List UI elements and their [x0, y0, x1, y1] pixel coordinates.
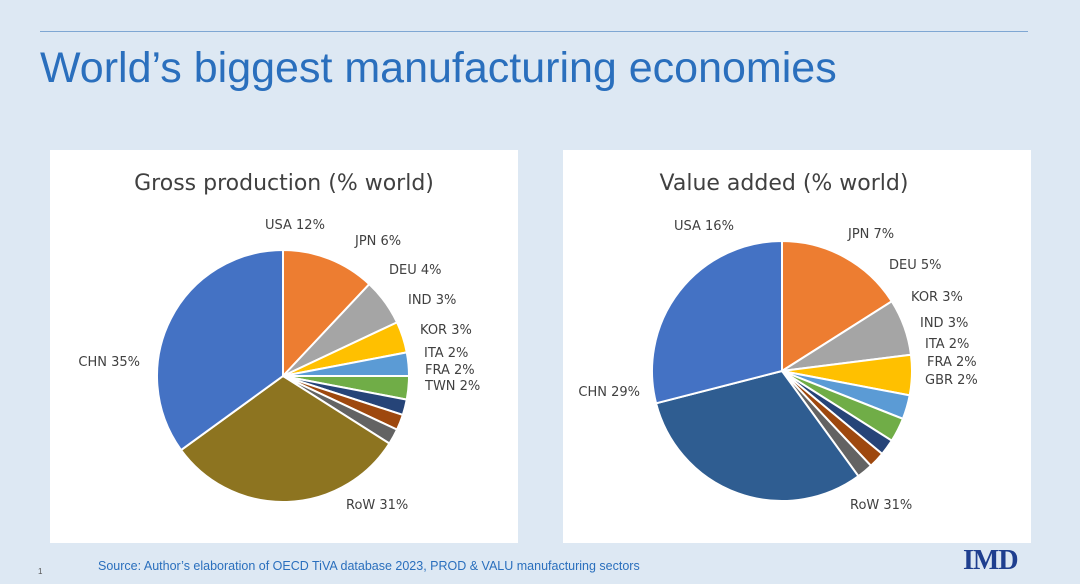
pie-slice-usa	[282, 249, 371, 377]
value-added-panel: Value added (% world) USA 16% JPN 7% DEU 5…	[563, 150, 1031, 543]
slice-label-twn: TWN 2%	[424, 379, 480, 394]
slice-label-usa: USA 16%	[674, 219, 734, 234]
slice-label-jpn: JPN 6%	[354, 234, 401, 249]
pie-slice-row	[180, 375, 391, 503]
pie-slice-chn	[651, 240, 783, 405]
page-number: 1	[38, 567, 43, 576]
slice-label-ind: IND 3%	[920, 316, 968, 331]
slice-label-chn: CHN 29%	[578, 385, 640, 400]
gross-production-panel: Gross production (% world) USA 12% JPN 6%…	[50, 150, 518, 543]
slice-label-row: RoW 31%	[850, 498, 912, 513]
slice-label-deu: DEU 4%	[389, 263, 442, 278]
slice-label-kor: KOR 3%	[420, 323, 472, 338]
pie-slice-chn	[156, 249, 284, 452]
top-rule	[40, 31, 1028, 32]
slice-label-row: RoW 31%	[346, 498, 408, 513]
slide-title: World’s biggest manufacturing economies	[40, 44, 837, 92]
slice-label-kor: KOR 3%	[911, 290, 963, 305]
slice-label-ita: ITA 2%	[925, 337, 969, 352]
slice-label-fra: FRA 2%	[425, 363, 475, 378]
slice-label-deu: DEU 5%	[889, 258, 942, 273]
value-added-pie-chart: Value added (% world) USA 16% JPN 7% DEU 5…	[578, 171, 978, 513]
chart-title: Value added (% world)	[660, 171, 909, 196]
slice-label-chn: CHN 35%	[78, 355, 140, 370]
chart-title: Gross production (% world)	[134, 171, 434, 196]
pie-slice-usa	[781, 240, 893, 372]
slice-label-ita: ITA 2%	[424, 346, 468, 361]
gross-production-pie-chart: Gross production (% world) USA 12% JPN 6%…	[78, 171, 480, 513]
source-note: Source: Author’s elaboration of OECD TiV…	[98, 559, 640, 573]
slice-label-usa: USA 12%	[265, 218, 325, 233]
pie-slice-row	[655, 370, 860, 502]
slice-label-gbr: GBR 2%	[925, 373, 978, 388]
slice-label-fra: FRA 2%	[927, 355, 977, 370]
slice-label-ind: IND 3%	[408, 293, 456, 308]
slice-label-jpn: JPN 7%	[847, 227, 894, 242]
imd-logo: IMD	[963, 545, 1019, 576]
